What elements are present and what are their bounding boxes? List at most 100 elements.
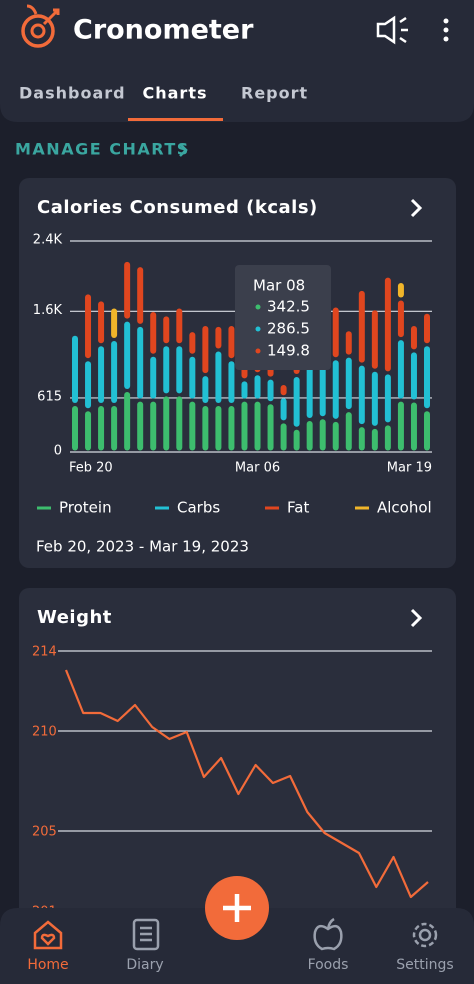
bar-segment: [293, 429, 300, 451]
x-tick-label: Mar 06: [235, 461, 280, 476]
bar-segment: [98, 406, 105, 451]
bar-segment: [384, 374, 391, 423]
bottom-nav: [0, 908, 474, 984]
bar-segment: [280, 423, 287, 451]
bar-segment: [397, 340, 404, 399]
nav-item[interactable]: Settings: [396, 957, 453, 973]
tooltip-value: 149.8: [267, 342, 310, 360]
tooltip-dot: [255, 348, 261, 354]
y-tick-label: 210: [32, 725, 57, 740]
bar-segment: [280, 385, 287, 396]
bar-segment: [241, 401, 248, 451]
legend-label: Carbs: [177, 499, 220, 517]
tab-active[interactable]: Charts: [143, 84, 208, 103]
bar-segment: [228, 326, 235, 359]
y-tick-label: 1.6K: [33, 303, 63, 318]
bar-segment: [72, 335, 78, 404]
bar-segment: [319, 357, 326, 417]
bar-segment: [111, 308, 118, 338]
bar-segment: [176, 308, 183, 344]
bar-segment: [254, 401, 261, 451]
bar-segment: [228, 361, 235, 404]
bar-segment: [332, 421, 339, 451]
chart-title: Weight: [37, 607, 112, 628]
nav-item[interactable]: Diary: [126, 957, 163, 973]
chevron[interactable]: [410, 198, 423, 218]
diary-icon[interactable]: [132, 918, 160, 951]
bar-segment: [358, 427, 365, 451]
bar-segment: [189, 401, 196, 451]
bar-segment: [85, 411, 92, 451]
chevron[interactable]: [410, 608, 423, 628]
bar-segment: [293, 377, 300, 427]
bar-segment: [397, 300, 404, 338]
bar-segment: [306, 420, 313, 451]
bar-segment: [215, 351, 222, 404]
bar-segment: [124, 261, 131, 319]
bar-segment: [424, 346, 430, 409]
chart-title: Calories Consumed (kcals): [37, 197, 318, 218]
bar-segment: [371, 428, 378, 451]
tooltip-value: 286.5: [267, 320, 310, 338]
bar-segment: [202, 326, 209, 374]
bar-segment: [410, 402, 417, 451]
bar-segment: [358, 365, 365, 425]
tooltip-dot: [255, 326, 261, 332]
tab[interactable]: Report: [241, 84, 308, 103]
x-tick-label: Mar 19: [387, 461, 432, 476]
bar-segment: [332, 360, 339, 419]
bar-segment: [228, 406, 235, 451]
menu-icon[interactable]: [443, 18, 449, 42]
app-name: Cronometer: [73, 15, 254, 46]
bar-segment: [111, 340, 118, 404]
bar-segment: [176, 346, 183, 394]
bar-segment: [150, 311, 157, 354]
bar-segment: [124, 391, 131, 451]
bar-segment: [306, 363, 313, 418]
announcements-icon[interactable]: [376, 15, 408, 45]
manage-charts-link[interactable]: MANAGE CHARTS: [15, 140, 190, 159]
bar-segment: [319, 419, 326, 451]
settings-icon[interactable]: [412, 922, 438, 948]
bar-segment: [189, 356, 196, 399]
bar-segment: [241, 381, 248, 399]
home-icon[interactable]: [33, 920, 63, 950]
tooltip-dot: [255, 304, 261, 310]
bar-segment: [176, 396, 183, 451]
y-tick-label: 615: [37, 389, 62, 404]
tooltip-value: 342.5: [267, 298, 310, 316]
legend: Protein Carbs Fat Alcohol: [37, 499, 432, 517]
tab[interactable]: Dashboard: [19, 84, 126, 103]
bar-segment: [424, 411, 430, 451]
bar-segment: [150, 401, 157, 451]
bar-segment: [215, 326, 222, 349]
y-tick-label: 2.4K: [33, 233, 63, 248]
bar-segment: [410, 326, 417, 350]
add-icon: [223, 894, 251, 922]
date-range: Feb 20, 2023 - Mar 19, 2023: [36, 538, 249, 556]
bar-segment: [98, 346, 105, 404]
foods-icon[interactable]: [313, 917, 343, 951]
bar-segment: [85, 361, 92, 409]
header-panel: [0, 0, 474, 122]
tooltip: Mar 08 342.5 286.5 149.8: [235, 265, 331, 370]
chart-card[interactable]: [19, 588, 456, 984]
bar-segment: [72, 406, 78, 451]
bar-segment: [98, 301, 105, 344]
bar-segment: [424, 313, 430, 344]
bar-segment: [254, 375, 261, 399]
bar-segment: [202, 376, 209, 404]
bar-segment: [163, 346, 170, 394]
app-logo: [21, 4, 60, 48]
chevron: [179, 143, 188, 157]
bar-segment: [371, 371, 378, 426]
nav-item[interactable]: Foods: [308, 957, 349, 973]
bar-segment: [397, 401, 404, 451]
nav-item-active[interactable]: Home: [27, 957, 68, 973]
y-tick-label: 214: [32, 645, 57, 660]
legend-label: Alcohol: [377, 499, 432, 517]
legend-label: Fat: [287, 499, 309, 517]
bar-segment: [137, 267, 144, 324]
